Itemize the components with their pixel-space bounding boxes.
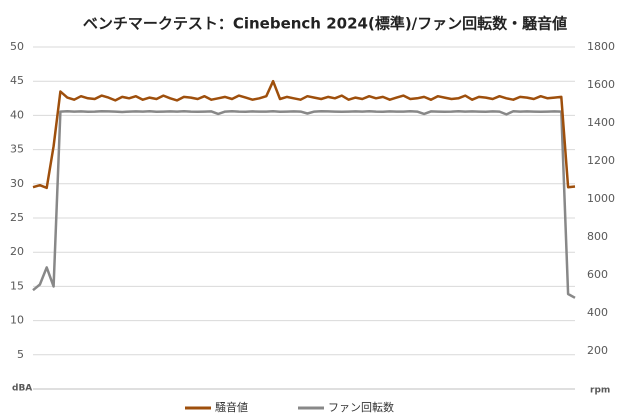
y-tick-label: 40 — [10, 108, 24, 121]
legend-label: 騒音値 — [215, 400, 248, 414]
y2-tick-label: 400 — [587, 306, 608, 319]
y2-tick-label: 800 — [587, 230, 608, 243]
y-tick-label: 35 — [10, 143, 24, 156]
chart-title: ベンチマークテスト：Cinebench 2024(標準)/ファン回転数・騒音値 — [83, 15, 567, 33]
y2-tick-label: 1200 — [587, 154, 615, 167]
y-tick-label: 15 — [10, 279, 24, 292]
y-tick-label: 10 — [10, 314, 24, 327]
y2-tick-label: 1400 — [587, 116, 615, 129]
series-line — [32, 79, 576, 190]
y2-axis-label: rpm — [590, 386, 610, 396]
y-tick-label: 50 — [10, 40, 24, 53]
legend-label: ファン回転数 — [328, 401, 394, 414]
y2-tick-label: 200 — [587, 344, 608, 357]
y-tick-label: 20 — [10, 245, 24, 258]
y-tick-label: 30 — [10, 177, 24, 190]
y-tick-label: 45 — [10, 74, 24, 87]
y2-tick-label: 600 — [587, 268, 608, 281]
y-axis-label: dBA — [12, 384, 32, 394]
y-tick-label: 25 — [10, 211, 24, 224]
y2-tick-label: 1800 — [587, 40, 615, 53]
y2-tick-label: 1600 — [587, 78, 615, 91]
series-line — [32, 109, 576, 299]
y-tick-label: 5 — [17, 348, 24, 361]
y2-tick-label: 1000 — [587, 192, 615, 205]
